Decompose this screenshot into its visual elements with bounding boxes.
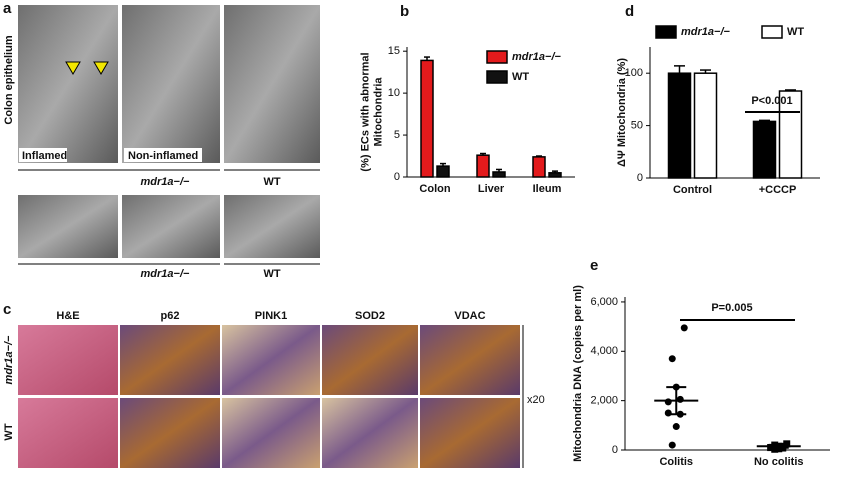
point xyxy=(771,445,779,453)
bar xyxy=(492,171,506,178)
point xyxy=(664,409,672,417)
y-tick-label: 0 xyxy=(394,171,400,183)
y-tick-label: 100 xyxy=(625,67,643,79)
x-tick-label: No colitis xyxy=(754,456,804,468)
row-label: WT xyxy=(3,423,15,440)
image-label: Non-inflamed xyxy=(128,150,198,162)
y-tick-label: 50 xyxy=(631,120,643,132)
x-tick-label: Ileum xyxy=(533,183,562,195)
column-label: p62 xyxy=(161,310,180,322)
annotation: P<0.001 xyxy=(751,95,792,107)
legend-label: WT xyxy=(787,26,804,38)
group-label: WT xyxy=(263,176,280,188)
column-label: SOD2 xyxy=(355,310,385,322)
y-axis-label: (%) ECs with abnormal xyxy=(359,52,371,171)
group-label: mdr1a−/− xyxy=(141,268,190,280)
point xyxy=(680,324,688,332)
column-label: VDAC xyxy=(454,310,485,322)
x-tick-label: Colitis xyxy=(659,456,693,468)
point xyxy=(676,395,684,403)
x-tick-label: Colon xyxy=(419,183,450,195)
legend-swatch xyxy=(761,25,783,39)
legend-label: WT xyxy=(512,71,529,83)
row-label: mdr1a−/− xyxy=(3,335,15,384)
side-label: Colon epithelium xyxy=(3,35,15,124)
y-tick-label: 0 xyxy=(612,444,618,456)
magnification: x20 xyxy=(527,394,545,406)
panel-label: b xyxy=(400,3,409,20)
legend-swatch xyxy=(486,70,508,84)
point xyxy=(668,355,676,363)
panel-label: c xyxy=(3,301,11,318)
bar xyxy=(532,156,546,178)
x-tick-label: +CCCP xyxy=(759,184,797,196)
x-tick-label: Liver xyxy=(478,183,505,195)
panel-label: a xyxy=(3,0,12,17)
em-images xyxy=(18,5,320,265)
y-tick-label: 4,000 xyxy=(590,345,618,357)
bar xyxy=(752,120,777,179)
y-axis-label: Mitochondria xyxy=(372,77,384,147)
legend-swatch xyxy=(486,50,508,64)
bar xyxy=(420,59,434,178)
bar xyxy=(548,172,562,178)
panel-label: e xyxy=(590,257,598,274)
column-label: H&E xyxy=(56,310,79,322)
bar xyxy=(476,154,490,178)
legend-swatch xyxy=(655,25,677,39)
legend-label: mdr1a−/− xyxy=(512,51,561,63)
group-label: mdr1a−/− xyxy=(141,176,190,188)
point xyxy=(672,423,680,431)
y-tick-label: 5 xyxy=(394,129,400,141)
y-tick-label: 0 xyxy=(637,172,643,184)
point xyxy=(664,398,672,406)
image-label: Inflamed xyxy=(22,150,67,162)
histology-images xyxy=(18,325,524,468)
annotation: P=0.005 xyxy=(711,302,752,314)
y-tick-label: 2,000 xyxy=(590,395,618,407)
y-tick-label: 15 xyxy=(388,45,400,57)
y-tick-label: 6,000 xyxy=(590,296,618,308)
panel-label: d xyxy=(625,3,634,20)
group-label: WT xyxy=(263,268,280,280)
bar xyxy=(667,72,692,179)
y-tick-label: 10 xyxy=(388,87,400,99)
x-tick-label: Control xyxy=(673,184,712,196)
y-axis-label: ΔΨ Mitochondria (%) xyxy=(616,58,628,167)
column-label: PINK1 xyxy=(255,310,287,322)
bar xyxy=(693,72,718,179)
y-axis-label: Mitochondria DNA (copies per ml) xyxy=(572,285,584,462)
point xyxy=(668,441,676,449)
bar xyxy=(436,165,450,178)
legend-label: mdr1a−/− xyxy=(681,26,730,38)
